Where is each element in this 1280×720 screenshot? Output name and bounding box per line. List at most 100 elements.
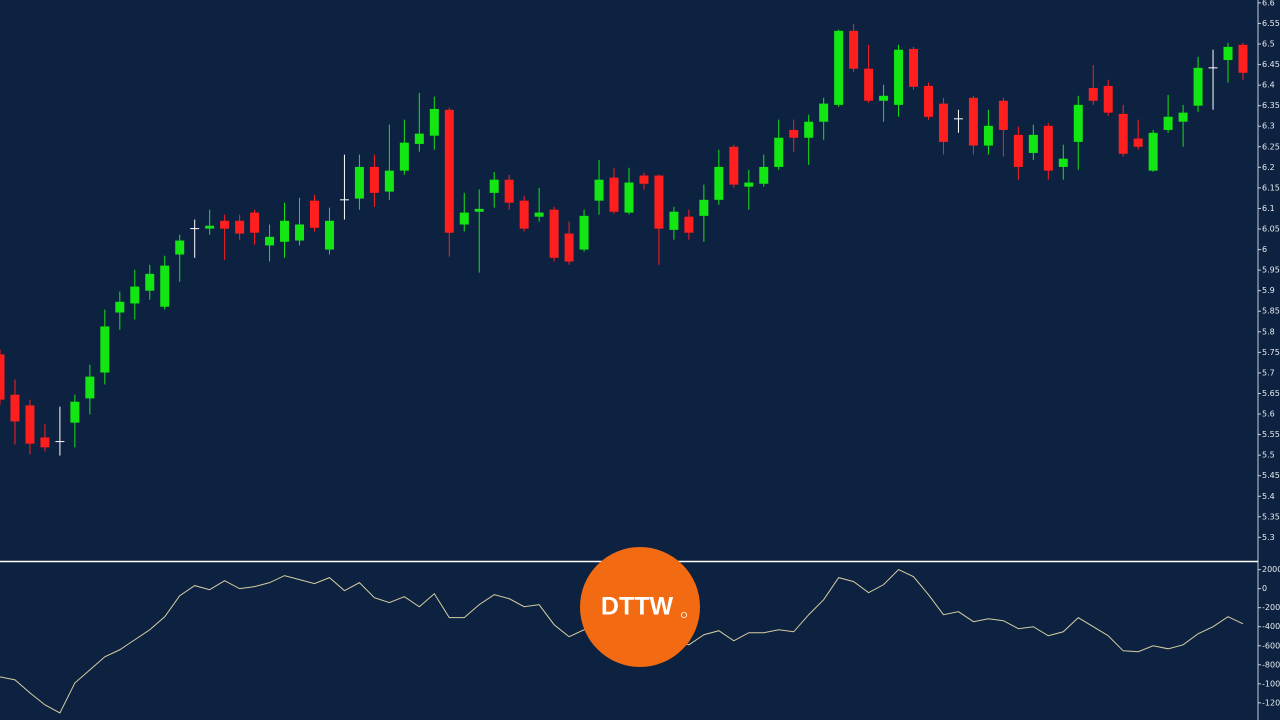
candle-body xyxy=(804,121,814,138)
y-tick-label: -12000 xyxy=(1262,698,1280,707)
candle-body xyxy=(699,199,709,216)
logo: DTTW xyxy=(580,547,700,667)
y-tick-label: 6.1 xyxy=(1262,204,1275,213)
candle-body xyxy=(354,166,364,199)
y-tick-label: 5.45 xyxy=(1262,471,1280,480)
candle-body xyxy=(983,125,993,146)
y-tick-label: 6.4 xyxy=(1262,81,1275,90)
candle-body xyxy=(295,224,305,241)
candle-body xyxy=(519,200,529,229)
logo-registered-mark xyxy=(681,612,688,619)
candle-body xyxy=(938,103,948,142)
candle-body xyxy=(1103,85,1113,113)
candle-body xyxy=(714,166,724,200)
y-tick-label: 6 xyxy=(1262,245,1267,254)
y-tick-label: -10000 xyxy=(1262,679,1280,688)
candle-body xyxy=(160,265,170,307)
y-tick-label: 5.6 xyxy=(1262,410,1275,419)
candle-body xyxy=(205,225,215,229)
y-tick-label: 6.6 xyxy=(1262,0,1275,7)
candle-body xyxy=(1238,44,1248,73)
y-tick-label: 5.5 xyxy=(1262,451,1275,460)
candle-body xyxy=(265,236,275,246)
y-tick-label: 5.85 xyxy=(1262,307,1280,316)
candle-body xyxy=(40,437,50,448)
candle-body xyxy=(250,212,260,233)
y-tick-label: 6.2 xyxy=(1262,163,1275,172)
candle-body xyxy=(864,68,874,101)
y-tick-label: 6.55 xyxy=(1262,19,1280,28)
candle-body xyxy=(145,273,155,291)
candle-body xyxy=(549,209,559,258)
candle-body xyxy=(819,103,829,122)
candle-body xyxy=(1073,104,1083,142)
candle-body xyxy=(504,179,514,203)
y-tick-label: 5.8 xyxy=(1262,327,1275,336)
candle-body xyxy=(654,175,664,229)
candle-body xyxy=(1223,46,1233,61)
candle-body xyxy=(894,49,904,105)
candle-body xyxy=(879,95,889,101)
candle-body xyxy=(968,97,978,146)
candle-body xyxy=(324,220,334,250)
y-tick-label: 6.3 xyxy=(1262,122,1275,131)
logo-circle xyxy=(580,547,700,667)
candle-body xyxy=(0,354,5,400)
y-tick-label: 6.35 xyxy=(1262,101,1280,110)
candle-body xyxy=(1043,125,1053,171)
candle-body xyxy=(1013,134,1023,167)
candle-body xyxy=(1133,138,1143,147)
y-tick-label: 6.05 xyxy=(1262,225,1280,234)
candle-body xyxy=(639,175,649,184)
candle-body xyxy=(220,220,230,229)
logo-text: DTTW xyxy=(601,593,674,621)
y-tick-label: 0 xyxy=(1262,584,1267,593)
candle-body xyxy=(115,301,125,313)
candle-body xyxy=(1118,113,1128,154)
candle-body xyxy=(474,208,484,212)
y-tick-label: -4000 xyxy=(1262,622,1280,631)
candle-body xyxy=(429,108,439,136)
candle-body xyxy=(235,220,245,234)
candle-body xyxy=(534,212,544,217)
candle-body xyxy=(1163,116,1173,130)
candle-body xyxy=(789,129,799,138)
y-tick-label: 5.65 xyxy=(1262,389,1280,398)
candle-body xyxy=(564,233,574,262)
candle-body xyxy=(10,394,20,422)
candle-body xyxy=(1058,158,1068,167)
candle-body xyxy=(399,142,409,171)
y-tick-label: 6.15 xyxy=(1262,183,1280,192)
candle-body xyxy=(774,137,784,167)
candle-body xyxy=(624,182,634,213)
candle-body xyxy=(609,177,619,212)
candle-body xyxy=(414,133,424,144)
y-tick-label: 5.75 xyxy=(1262,348,1280,357)
y-tick-label: -2000 xyxy=(1262,603,1280,612)
candle-body xyxy=(369,166,379,193)
candle-body xyxy=(309,200,319,228)
y-tick-label: 6.5 xyxy=(1262,39,1275,48)
candle-body xyxy=(85,376,95,399)
candle-body xyxy=(669,211,679,230)
y-tick-label: 5.3 xyxy=(1262,533,1275,542)
y-tick-label: 5.4 xyxy=(1262,492,1275,501)
candle-body xyxy=(1028,134,1038,153)
candle-body xyxy=(849,30,859,69)
candle-body xyxy=(1088,87,1098,101)
candle-body xyxy=(25,405,35,444)
y-tick-label: 5.7 xyxy=(1262,368,1275,377)
candle-body xyxy=(834,30,844,105)
y-tick-label: 6.45 xyxy=(1262,60,1280,69)
candle-body xyxy=(280,220,290,242)
candle-body xyxy=(998,100,1008,130)
y-tick-label: 5.55 xyxy=(1262,430,1280,439)
y-tick-label: -6000 xyxy=(1262,641,1280,650)
candle-body xyxy=(489,179,499,193)
candle-body xyxy=(175,240,185,255)
candle-body xyxy=(1178,112,1188,122)
y-tick-label: 5.35 xyxy=(1262,512,1280,521)
y-tick-label: 2000 xyxy=(1262,565,1280,574)
candle-body xyxy=(924,85,934,117)
